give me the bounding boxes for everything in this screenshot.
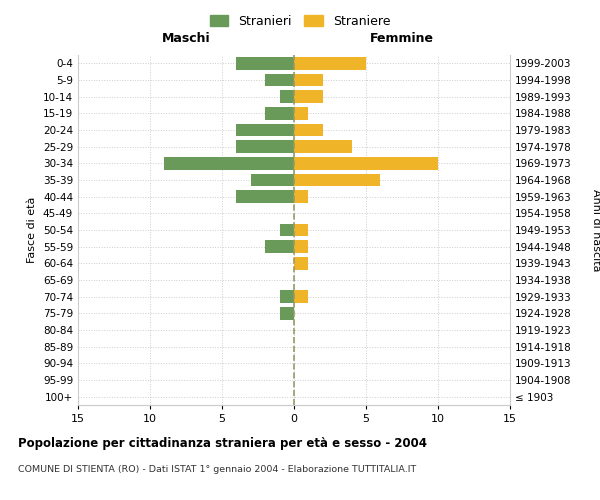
Bar [294, 157, 438, 170]
Text: Maschi: Maschi [161, 32, 211, 45]
Bar [236, 140, 294, 153]
Bar [294, 57, 366, 70]
Bar [265, 107, 294, 120]
Bar [280, 90, 294, 103]
Text: Popolazione per cittadinanza straniera per età e sesso - 2004: Popolazione per cittadinanza straniera p… [18, 438, 427, 450]
Text: Femmine: Femmine [370, 32, 434, 45]
Bar [294, 224, 308, 236]
Text: COMUNE DI STIENTA (RO) - Dati ISTAT 1° gennaio 2004 - Elaborazione TUTTITALIA.IT: COMUNE DI STIENTA (RO) - Dati ISTAT 1° g… [18, 465, 416, 474]
Bar [251, 174, 294, 186]
Bar [280, 307, 294, 320]
Bar [164, 157, 294, 170]
Bar [236, 190, 294, 203]
Bar [294, 174, 380, 186]
Bar [294, 190, 308, 203]
Bar [294, 257, 308, 270]
Bar [280, 224, 294, 236]
Bar [280, 290, 294, 303]
Bar [294, 290, 308, 303]
Bar [294, 140, 352, 153]
Y-axis label: Fasce di età: Fasce di età [28, 197, 37, 263]
Y-axis label: Anni di nascita: Anni di nascita [591, 188, 600, 271]
Bar [294, 107, 308, 120]
Bar [265, 240, 294, 253]
Bar [294, 74, 323, 86]
Legend: Stranieri, Straniere: Stranieri, Straniere [206, 11, 394, 32]
Bar [294, 240, 308, 253]
Bar [294, 124, 323, 136]
Bar [236, 124, 294, 136]
Bar [294, 90, 323, 103]
Bar [265, 74, 294, 86]
Bar [236, 57, 294, 70]
